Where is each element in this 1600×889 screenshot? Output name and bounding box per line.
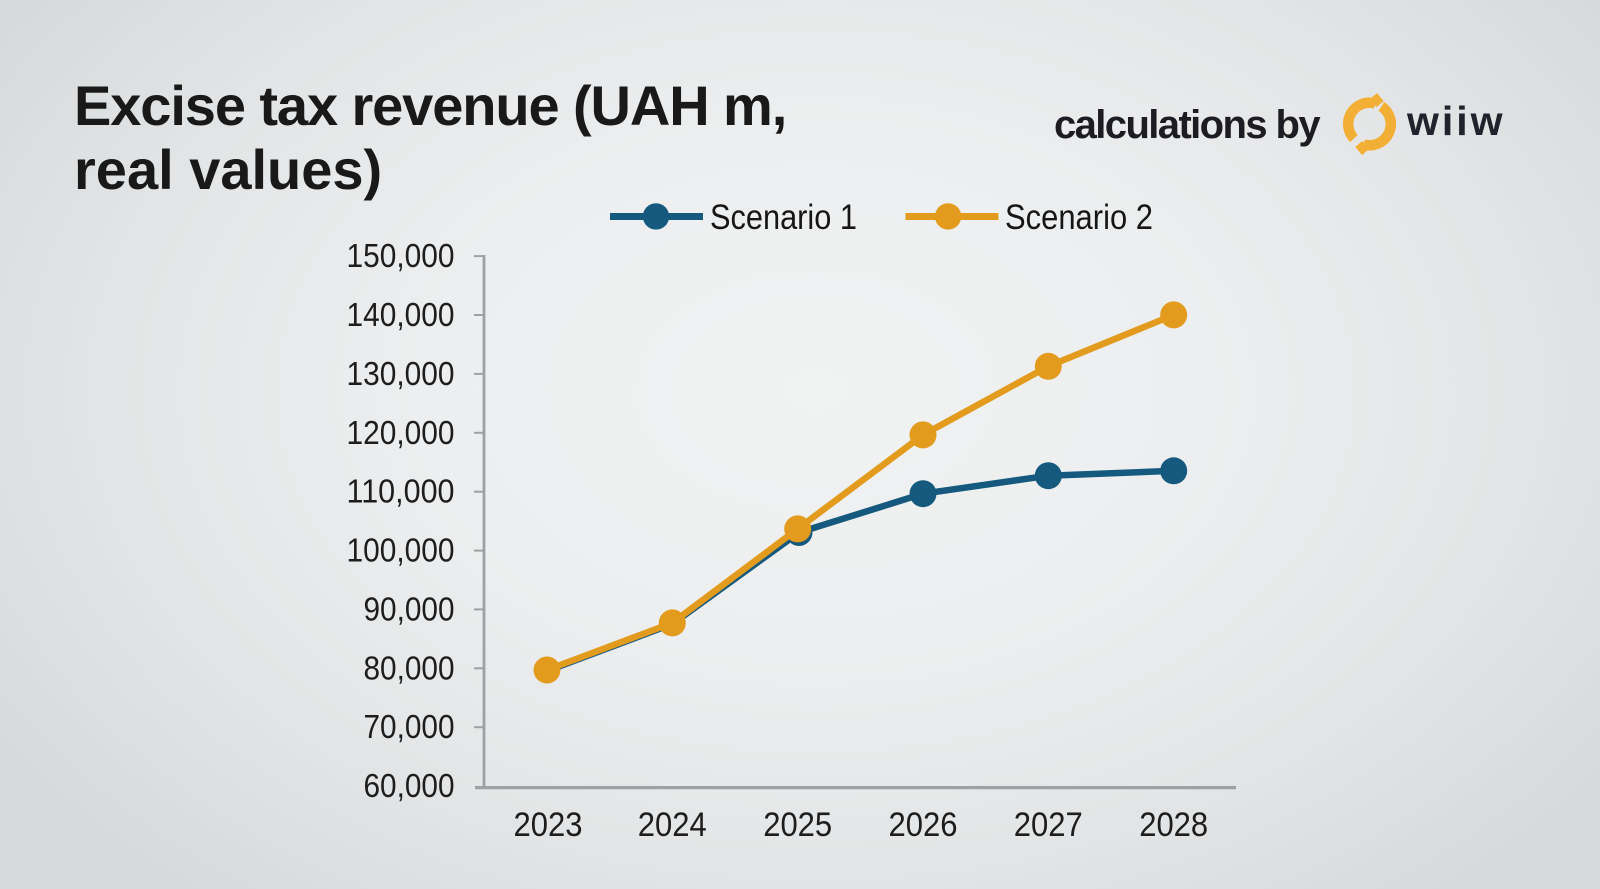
svg-text:Scenario 2: Scenario 2 xyxy=(1005,198,1153,237)
svg-text:140,000: 140,000 xyxy=(347,296,455,333)
svg-text:100,000: 100,000 xyxy=(347,532,455,569)
svg-text:2024: 2024 xyxy=(638,806,707,844)
svg-text:70,000: 70,000 xyxy=(364,708,455,745)
svg-text:2026: 2026 xyxy=(889,806,958,844)
svg-text:2023: 2023 xyxy=(514,806,583,844)
svg-text:2025: 2025 xyxy=(763,806,832,844)
svg-text:60,000: 60,000 xyxy=(364,767,455,804)
svg-text:110,000: 110,000 xyxy=(347,473,455,510)
svg-text:2028: 2028 xyxy=(1139,806,1208,844)
svg-text:150,000: 150,000 xyxy=(347,237,455,274)
svg-text:120,000: 120,000 xyxy=(347,414,455,451)
svg-text:2027: 2027 xyxy=(1014,806,1083,844)
svg-text:Scenario 1: Scenario 1 xyxy=(710,198,857,237)
svg-text:90,000: 90,000 xyxy=(364,590,455,627)
svg-text:130,000: 130,000 xyxy=(347,355,455,392)
svg-text:80,000: 80,000 xyxy=(364,649,455,686)
